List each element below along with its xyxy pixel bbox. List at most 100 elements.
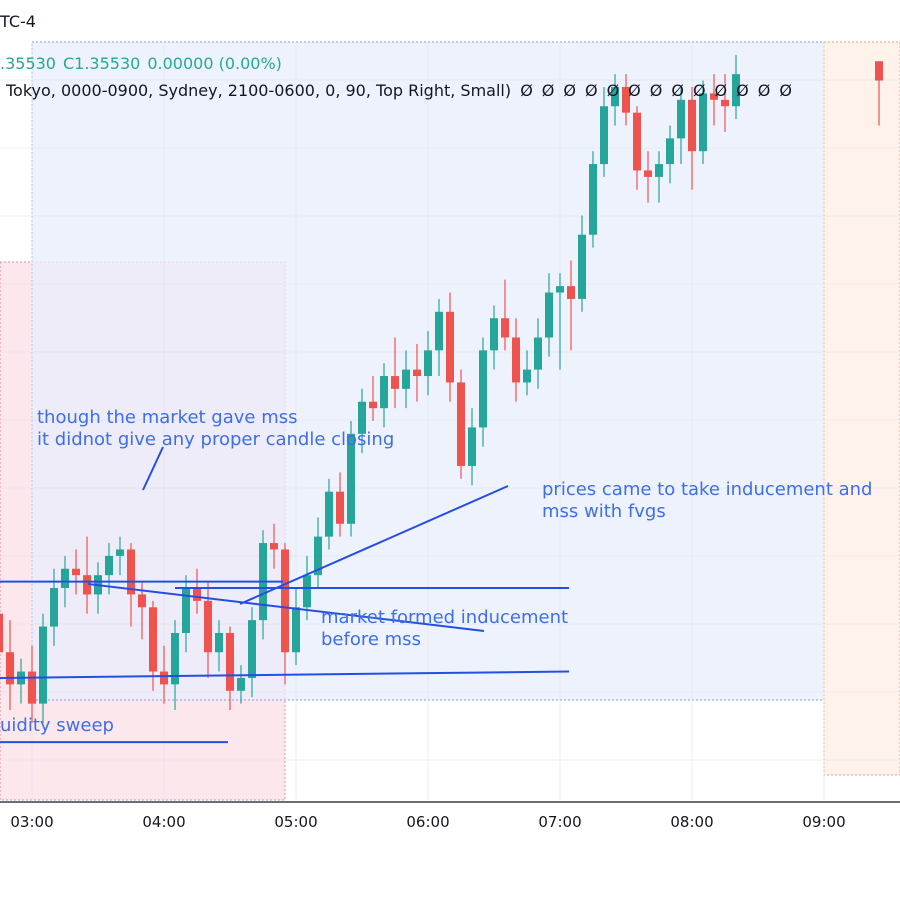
x-tick-label: 04:00 (142, 813, 186, 831)
bear-candle (127, 549, 135, 595)
sweep-annotation-text: uidity sweep (0, 715, 114, 736)
bear-candle (72, 568, 80, 576)
x-tick-label: 06:00 (406, 813, 450, 831)
bull-candle (523, 369, 531, 383)
indicator-settings: Tokyo, 0000-0900, Sydney, 2100-0600, 0, … (6, 81, 512, 100)
bull-candle (215, 632, 223, 653)
inducement-annotation-line2: mss with fvgs (542, 501, 666, 522)
bear-candle (413, 369, 421, 377)
formed-annotation-line1: market formed inducement (321, 607, 569, 628)
x-tick-label: 03:00 (10, 813, 54, 831)
bull-candle (402, 369, 410, 389)
formed-inducement-annotation[interactable]: market formed inducement before mss (321, 607, 568, 651)
session-box-orange (823, 41, 900, 776)
bear-candle (512, 337, 520, 383)
bear-candle (6, 652, 14, 685)
bull-candle (468, 427, 476, 466)
bull-candle (325, 491, 333, 537)
mss-annotation-line1: though the market gave mss (37, 407, 298, 428)
bull-candle (655, 164, 663, 177)
bull-candle (248, 620, 256, 678)
close-label: C (62, 54, 75, 73)
x-tick-label: 07:00 (538, 813, 582, 831)
bear-candle (688, 99, 696, 152)
bear-candle (83, 575, 91, 595)
bull-candle (589, 164, 597, 235)
inducement-annotation[interactable]: prices came to take inducement and mss w… (542, 479, 873, 523)
footer-space (0, 845, 900, 900)
bull-candle (479, 350, 487, 428)
bear-candle (226, 632, 234, 691)
x-tick-label: 09:00 (802, 813, 846, 831)
mss-annotation-line2: it didnot give any proper candle closing (37, 429, 395, 450)
bear-candle (281, 549, 289, 653)
annotation-pointer-mss (142, 446, 164, 491)
bear-candle (369, 401, 377, 409)
ohlc-readout: .35530 C1.35530 0.00000 (0.00%) (0, 54, 289, 73)
bear-candle (721, 99, 729, 107)
bull-candle (39, 626, 47, 704)
bear-candle (875, 61, 883, 81)
indicator-value: Ø (779, 81, 792, 100)
timezone-label: TC-4 (0, 12, 36, 31)
indicator-value: Ø (714, 81, 728, 100)
sweep-annotation[interactable]: uidity sweep (0, 715, 114, 737)
bear-candle (446, 311, 454, 383)
bear-candle (0, 613, 3, 653)
indicator-value: Ø (671, 81, 684, 100)
bear-candle (138, 594, 146, 608)
bull-candle (347, 433, 355, 524)
indicator-value: Ø (563, 81, 576, 100)
close-value: 1.35530 (74, 54, 141, 73)
formed-annotation-line2: before mss (321, 629, 421, 650)
bear-candle (457, 382, 465, 466)
inducement-annotation-line1: prices came to take inducement and (542, 479, 873, 500)
bull-candle (303, 575, 311, 608)
x-tick-label: 05:00 (274, 813, 318, 831)
indicator-value: Ø (692, 81, 706, 100)
bull-candle (435, 311, 443, 351)
bear-candle (622, 86, 630, 113)
bear-candle (204, 600, 212, 653)
bull-candle (105, 555, 113, 576)
indicator-value: Ø (520, 81, 533, 100)
indicator-value: Ø (584, 81, 598, 100)
change-value: 0.00000 (0.00%) (147, 54, 282, 73)
bear-candle (391, 376, 399, 389)
bull-candle (490, 318, 498, 351)
indicator-value: Ø (541, 81, 555, 100)
bull-candle (611, 86, 619, 107)
mss-annotation[interactable]: though the market gave mss it didnot giv… (37, 407, 394, 451)
bull-candle (380, 376, 388, 409)
open-value: .35530 (0, 54, 56, 73)
indicator-value: Ø (757, 81, 771, 100)
bear-candle (336, 491, 344, 524)
bull-candle (292, 607, 300, 653)
annotation-pointer-rally (239, 485, 509, 605)
bull-candle (545, 292, 553, 338)
annotation-pointer-inducement (87, 583, 485, 632)
bull-candle (424, 350, 432, 377)
bull-candle (182, 588, 190, 633)
indicator-value: Ø (628, 81, 641, 100)
bull-candle (61, 568, 69, 589)
bear-candle (633, 112, 641, 171)
indicator-legend[interactable]: Tokyo, 0000-0900, Sydney, 2100-0600, 0, … (6, 81, 801, 100)
bull-candle (699, 93, 707, 152)
bear-candle (28, 671, 36, 704)
bull-candle (116, 549, 124, 556)
bear-candle (710, 93, 718, 100)
bear-candle (270, 543, 278, 550)
bear-candle (160, 671, 168, 685)
bull-candle (314, 536, 322, 576)
bull-candle (556, 286, 564, 293)
bull-candle (732, 74, 740, 107)
bull-candle (358, 401, 366, 434)
inducement-low-line (0, 670, 570, 679)
bull-candle (600, 106, 608, 165)
bull-candle (578, 234, 586, 299)
indicator-value: Ø (649, 81, 663, 100)
bull-candle (677, 99, 685, 139)
